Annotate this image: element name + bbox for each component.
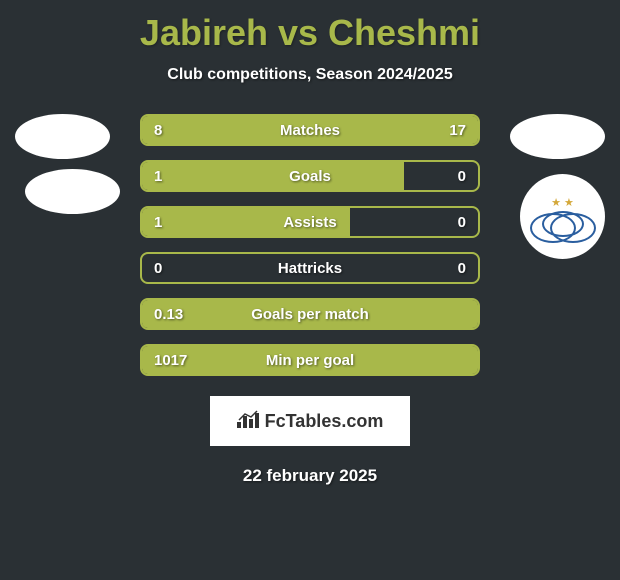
stat-value-left: 1 xyxy=(154,214,162,231)
club-badge-rings-icon xyxy=(542,211,584,237)
stat-value-right: 17 xyxy=(449,122,466,139)
stat-value-right: 0 xyxy=(458,168,466,185)
stat-label: Hattricks xyxy=(278,260,342,277)
stat-row: 1017 Min per goal xyxy=(140,344,480,376)
stat-label: Matches xyxy=(280,122,340,139)
comparison-title: Jabireh vs Cheshmi xyxy=(0,0,620,54)
stat-row: 0.13 Goals per match xyxy=(140,298,480,330)
stat-label: Assists xyxy=(283,214,336,231)
stat-value-right: 0 xyxy=(458,260,466,277)
fctables-logo: FcTables.com xyxy=(210,396,410,446)
fctables-text: FcTables.com xyxy=(265,411,384,432)
stat-value-left: 8 xyxy=(154,122,162,139)
stat-row: 8 Matches 17 xyxy=(140,114,480,146)
stat-label: Min per goal xyxy=(266,352,354,369)
stat-label: Goals xyxy=(289,168,331,185)
stat-row: 0 Hattricks 0 xyxy=(140,252,480,284)
stat-value-left: 0.13 xyxy=(154,306,183,323)
club-badge-stars-icon: ★ ★ xyxy=(551,196,574,209)
stat-bar-left xyxy=(142,162,404,190)
club-badge: ★ ★ xyxy=(520,174,605,259)
player-right-avatar xyxy=(510,114,605,159)
date-text: 22 february 2025 xyxy=(0,466,620,486)
player-left-avatar-secondary xyxy=(25,169,120,214)
chart-icon xyxy=(237,410,259,433)
stat-row: 1 Assists 0 xyxy=(140,206,480,238)
stat-value-left: 1 xyxy=(154,168,162,185)
stat-row: 1 Goals 0 xyxy=(140,160,480,192)
stat-value-left: 0 xyxy=(154,260,162,277)
stats-container: ★ ★ 8 Matches 17 1 Goals 0 1 Assists 0 0 Hattricks… xyxy=(0,114,620,376)
stat-label: Goals per match xyxy=(251,306,369,323)
stat-value-left: 1017 xyxy=(154,352,187,369)
comparison-subtitle: Club competitions, Season 2024/2025 xyxy=(0,66,620,84)
stat-value-right: 0 xyxy=(458,214,466,231)
player-left-avatar xyxy=(15,114,110,159)
